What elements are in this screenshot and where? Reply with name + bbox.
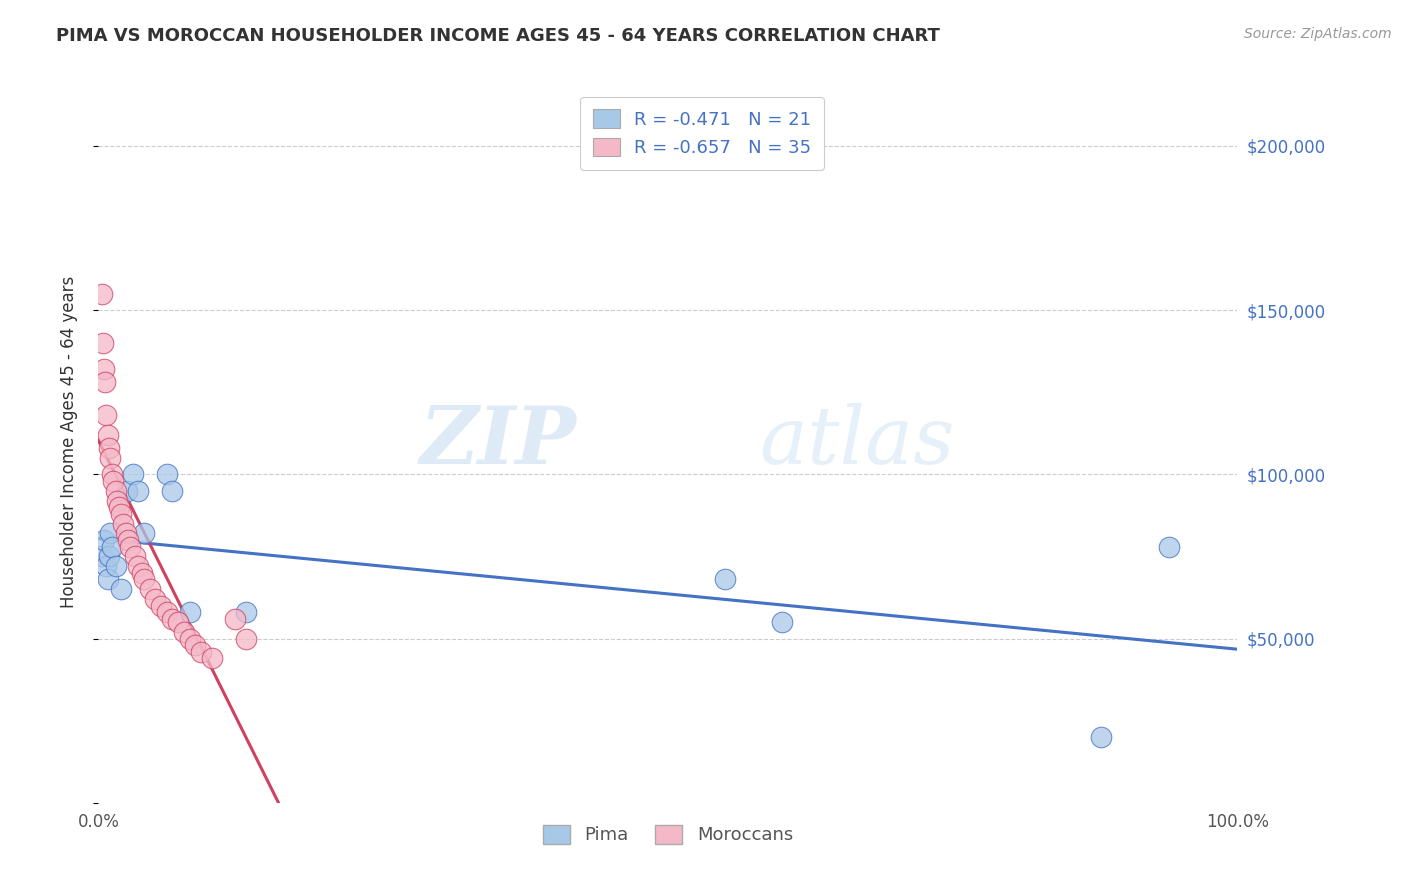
Point <box>235 605 257 619</box>
Point <box>162 612 184 626</box>
Point <box>108 500 131 515</box>
Point <box>117 533 139 547</box>
Point <box>101 467 124 482</box>
Point <box>1157 540 1180 554</box>
Point <box>120 540 142 554</box>
Point <box>103 474 125 488</box>
Point <box>90 286 112 301</box>
Legend: Pima, Moroccans: Pima, Moroccans <box>536 818 800 852</box>
Point <box>104 483 127 498</box>
Point <box>224 612 246 626</box>
Point <box>714 573 737 587</box>
Point <box>97 549 120 564</box>
Point <box>97 441 120 455</box>
Point <box>173 625 195 640</box>
Point <box>96 573 118 587</box>
Text: ZIP: ZIP <box>420 403 576 480</box>
Point <box>138 582 160 597</box>
Point <box>105 493 128 508</box>
Point <box>132 526 155 541</box>
Point <box>156 605 179 619</box>
Point <box>150 599 173 613</box>
Point <box>112 516 135 531</box>
Point <box>156 467 179 482</box>
Point <box>124 549 146 564</box>
Point <box>131 566 153 580</box>
Point <box>179 605 201 619</box>
Point <box>235 632 257 646</box>
Point <box>98 526 121 541</box>
Point <box>127 483 149 498</box>
Text: atlas: atlas <box>759 403 955 480</box>
Point <box>93 362 115 376</box>
Text: Source: ZipAtlas.com: Source: ZipAtlas.com <box>1244 27 1392 41</box>
Point <box>110 507 132 521</box>
Point <box>145 592 167 607</box>
Point <box>110 582 132 597</box>
Point <box>101 540 124 554</box>
Y-axis label: Householder Income Ages 45 - 64 years: Householder Income Ages 45 - 64 years <box>59 276 77 607</box>
Point <box>93 533 115 547</box>
Point <box>201 651 224 665</box>
Point <box>162 483 184 498</box>
Point <box>96 409 118 423</box>
Point <box>127 559 149 574</box>
Point <box>115 483 138 498</box>
Point <box>98 450 121 465</box>
Point <box>184 638 207 652</box>
Text: PIMA VS MOROCCAN HOUSEHOLDER INCOME AGES 45 - 64 YEARS CORRELATION CHART: PIMA VS MOROCCAN HOUSEHOLDER INCOME AGES… <box>56 27 941 45</box>
Point <box>132 573 155 587</box>
Point <box>104 559 127 574</box>
Point <box>94 376 117 390</box>
Point <box>96 559 118 574</box>
Point <box>91 336 114 351</box>
Point <box>1090 730 1112 744</box>
Point <box>770 615 793 630</box>
Point <box>121 467 143 482</box>
Point <box>179 632 201 646</box>
Point <box>90 549 112 564</box>
Point <box>96 428 118 442</box>
Point <box>167 615 190 630</box>
Point <box>114 526 136 541</box>
Point <box>190 645 212 659</box>
